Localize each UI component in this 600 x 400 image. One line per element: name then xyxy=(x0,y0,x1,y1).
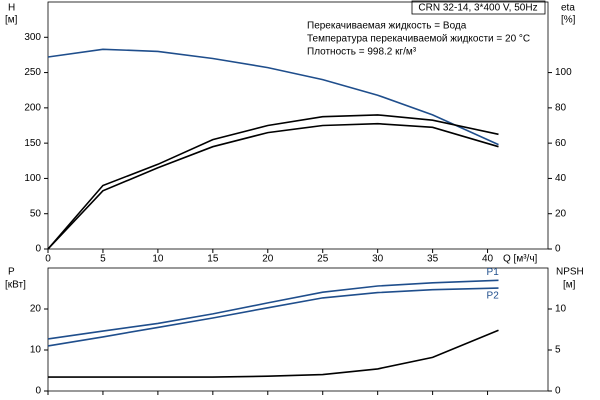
annotation: Перекачиваемая жидкость = Вода xyxy=(307,21,467,32)
y-label: P xyxy=(8,267,15,278)
y2-tick-label: 60 xyxy=(555,138,567,149)
y2-tick-label: 5 xyxy=(555,345,561,356)
series-line xyxy=(47,122,499,250)
y-tick-label: 0 xyxy=(35,386,41,397)
y2-tick-label: 10 xyxy=(555,304,567,315)
x-tick-label: 30 xyxy=(372,254,384,265)
legend-label: P2 xyxy=(487,291,500,302)
y2-tick-label: 20 xyxy=(555,208,567,219)
plot-frame xyxy=(47,1,549,250)
chart-title: CRN 32-14, 3*400 V, 50Hz xyxy=(418,3,537,14)
x-tick-label: 40 xyxy=(482,254,494,265)
y2-label: eta xyxy=(561,3,575,14)
x-tick-label: 25 xyxy=(317,254,329,265)
y-tick-label: 250 xyxy=(24,67,41,78)
y-tick-label: 200 xyxy=(24,102,41,113)
x-tick-label: 15 xyxy=(207,254,219,265)
series-line xyxy=(47,114,499,250)
x-tick-label: 5 xyxy=(100,254,106,265)
y2-tick-label: 100 xyxy=(555,67,572,78)
y-tick-label: 10 xyxy=(30,345,42,356)
y-tick-label: 20 xyxy=(30,304,42,315)
y2-tick-label: 80 xyxy=(555,102,567,113)
y-tick-label: 300 xyxy=(24,32,41,43)
y-tick-label: 150 xyxy=(24,138,41,149)
y-unit: [м] xyxy=(5,15,18,26)
y2-tick-label: 0 xyxy=(555,386,561,397)
series-line xyxy=(47,279,499,340)
series-line xyxy=(47,48,499,146)
annotation: Температура перекачиваемой жидкости = 20… xyxy=(307,34,530,45)
x-tick-label: 20 xyxy=(262,254,274,265)
y2-unit: [%] xyxy=(561,15,576,26)
y-tick-label: 0 xyxy=(35,244,41,255)
x-label: Q [м³/ч] xyxy=(503,254,538,265)
plot-frame xyxy=(47,267,549,392)
y2-tick-label: 0 xyxy=(555,244,561,255)
legend-label: P1 xyxy=(487,267,500,278)
annotation: Плотность = 998.2 кг/м³ xyxy=(307,47,417,58)
title-box xyxy=(411,0,546,15)
x-tick-label: 35 xyxy=(427,254,439,265)
series-line xyxy=(48,329,499,378)
x-tick-label: 0 xyxy=(45,254,51,265)
y-label: H xyxy=(8,3,15,14)
x-tick-label: 10 xyxy=(152,254,164,265)
y-unit: [кВт] xyxy=(5,280,26,291)
y2-unit: [м] xyxy=(563,280,576,291)
y2-label: NPSH xyxy=(556,267,584,278)
y-tick-label: 50 xyxy=(30,208,42,219)
y-tick-label: 100 xyxy=(24,173,41,184)
series-line xyxy=(47,287,499,347)
y2-tick-label: 40 xyxy=(555,173,567,184)
